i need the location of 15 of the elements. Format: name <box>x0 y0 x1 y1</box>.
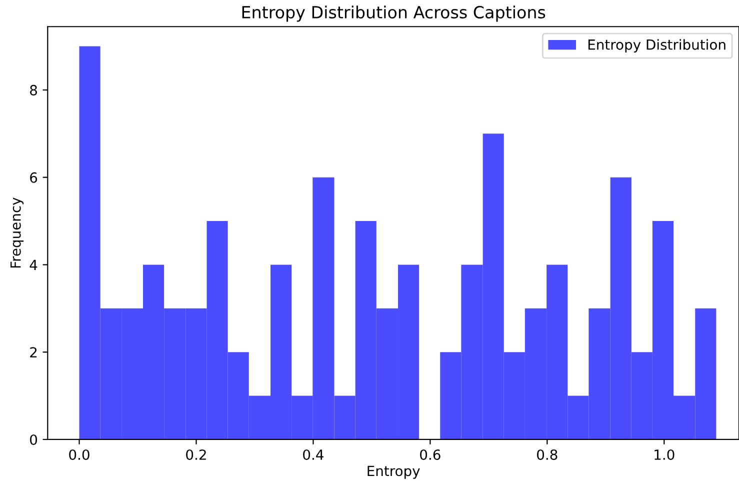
y-tick-label: 2 <box>30 347 37 358</box>
x-tick-label: 1.0 <box>654 449 674 460</box>
y-tick-label: 6 <box>30 172 38 183</box>
x-tick-label: 0.0 <box>69 449 90 460</box>
y-tick-label: 8 <box>30 84 37 96</box>
y-axis-title: Frequency <box>10 198 24 268</box>
x-tick-label: 0.2 <box>186 449 206 460</box>
x-tick-label: 0.4 <box>303 449 324 460</box>
x-tick-label: 0.6 <box>420 449 440 460</box>
chart-title: Entropy Distribution Across Captions <box>242 6 546 22</box>
x-tick-label: 0.8 <box>537 449 558 460</box>
x-axis-title: Entropy <box>368 466 420 479</box>
y-tick-label: 4 <box>30 260 38 270</box>
y-tick-label: 0 <box>30 434 38 445</box>
legend-label: Entropy Distribution <box>588 39 726 53</box>
